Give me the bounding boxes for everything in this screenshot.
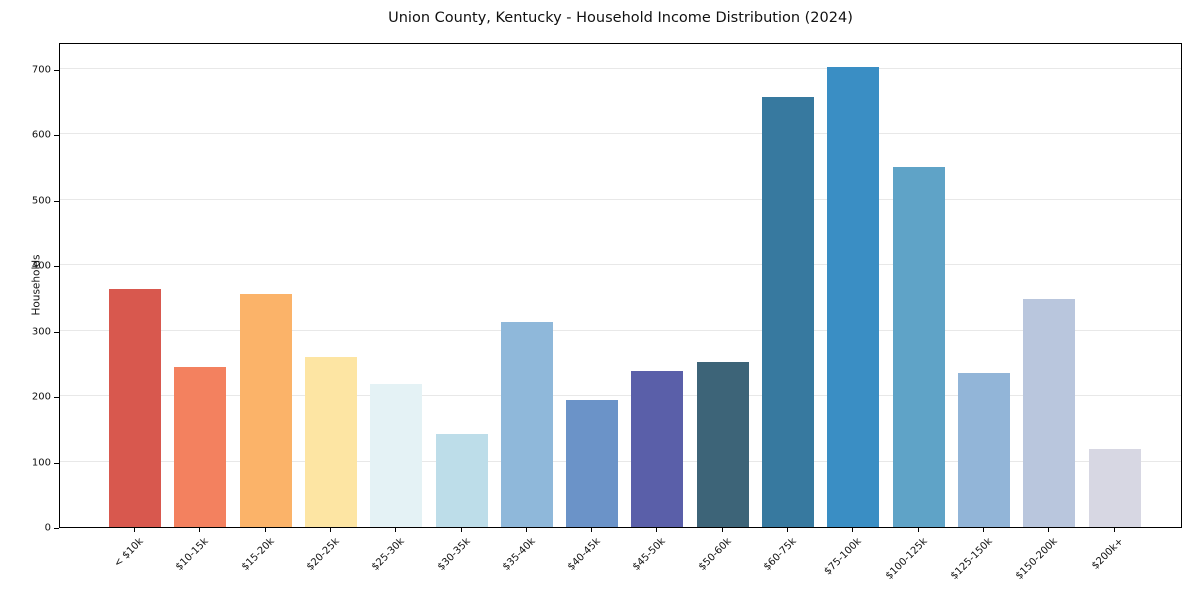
x-tick-label: $30-35k (435, 536, 473, 573)
bar-$45-50k (631, 371, 684, 527)
y-tick-label: 600 (31, 129, 51, 141)
x-tick-label: $75-100k (822, 536, 865, 578)
plot-area (59, 43, 1182, 528)
y-tick-mark (54, 397, 59, 399)
y-tick-mark (54, 462, 59, 464)
gridline (60, 329, 1181, 331)
x-tick-mark (199, 528, 201, 532)
x-tick-label: $45-50k (631, 536, 669, 573)
x-tick-mark (460, 528, 462, 532)
y-tick-mark (54, 266, 59, 268)
x-tick-label: $15-20k (239, 536, 277, 573)
x-tick-label: $200k+ (1089, 536, 1126, 572)
x-tick-label: $20-25k (304, 536, 342, 573)
x-tick-mark (134, 528, 135, 532)
bar-$200k+ (1088, 449, 1141, 527)
bar-$20-25k (304, 356, 357, 527)
x-tick-mark (1048, 528, 1050, 532)
x-tick-mark (852, 528, 854, 532)
bar-$50-60k (696, 362, 749, 527)
y-tick-mark (54, 200, 59, 202)
bar-$40-45k (566, 400, 619, 527)
bar-$35-40k (500, 322, 553, 527)
y-tick-mark (54, 70, 59, 71)
bar-$150-200k (1023, 299, 1076, 527)
bar-$30-35k (435, 434, 488, 527)
y-tick-mark (54, 135, 59, 137)
bar-$75-100k (827, 67, 880, 527)
x-tick-label: $150-200k (1014, 536, 1060, 582)
y-tick-label: 100 (31, 457, 51, 469)
bar-$100-125k (892, 166, 945, 527)
y-tick-label: 700 (31, 64, 51, 76)
x-tick-mark (656, 528, 658, 532)
x-tick-label: $50-60k (696, 536, 734, 573)
bar-$60-75k (762, 97, 814, 527)
x-tick-label: $35-40k (500, 536, 538, 573)
y-tick-label: 400 (31, 260, 51, 272)
x-tick-mark (982, 528, 984, 532)
gridline (60, 460, 1181, 462)
x-tick-mark (591, 528, 593, 532)
x-tick-mark (525, 528, 527, 532)
y-tick-mark (54, 331, 59, 333)
x-tick-label: < $10k (112, 536, 146, 570)
chart-title: Union County, Kentucky - Household Incom… (388, 10, 853, 26)
gridline (60, 395, 1181, 397)
y-tick-label: 200 (31, 391, 51, 403)
y-tick-label: 500 (31, 195, 51, 207)
bar-< $10k (109, 288, 161, 527)
gridline (60, 198, 1181, 200)
gridline (60, 264, 1181, 266)
gridline (60, 68, 1181, 69)
x-tick-mark (1113, 528, 1115, 532)
x-tick-mark (329, 528, 331, 532)
x-tick-label: $40-45k (565, 536, 603, 573)
y-tick-mark (54, 528, 59, 529)
x-tick-mark (395, 528, 397, 532)
x-tick-label: $10-15k (174, 536, 212, 573)
bar-$15-20k (239, 294, 292, 527)
x-tick-mark (721, 528, 723, 532)
x-tick-mark (787, 528, 788, 532)
x-tick-mark (264, 528, 266, 532)
x-tick-label: $25-30k (370, 536, 407, 573)
x-tick-label: $100-125k (883, 536, 930, 582)
x-tick-mark (917, 528, 919, 532)
x-tick-label: $125-150k (948, 536, 995, 582)
x-tick-label: $60-75k (761, 536, 799, 573)
y-tick-label: 300 (31, 326, 51, 338)
bar-$10-15k (174, 366, 227, 527)
y-tick-label: 0 (44, 522, 51, 534)
bar-$125-150k (957, 373, 1010, 527)
bar-$25-30k (370, 384, 423, 527)
gridline (60, 133, 1181, 135)
